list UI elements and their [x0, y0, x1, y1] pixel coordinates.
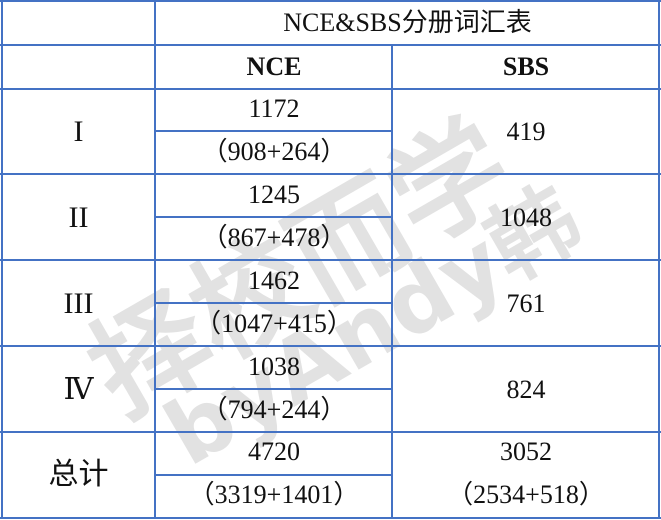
border	[0, 173, 661, 175]
border	[0, 517, 661, 519]
sbs-total: 1048	[500, 202, 552, 232]
border	[0, 259, 661, 261]
sbs-total: 419	[506, 117, 546, 147]
nce-total: 1245	[248, 179, 300, 209]
sbs-total: 824	[506, 374, 546, 404]
border	[0, 88, 661, 90]
border	[391, 44, 393, 519]
border	[658, 0, 660, 519]
sbs-total: 761	[506, 288, 546, 318]
border	[0, 345, 661, 347]
row-label: II	[68, 200, 89, 234]
border	[155, 388, 393, 390]
nce-total: 4720	[248, 437, 300, 467]
nce-breakdown: （794+244）	[201, 395, 347, 425]
border	[154, 0, 156, 519]
row-label: I	[73, 115, 84, 148]
row-label: 总计	[48, 458, 109, 491]
table-title: NCE&SBS分册词汇表	[283, 8, 532, 38]
nce-total: 1172	[248, 94, 300, 124]
border	[0, 431, 661, 433]
border	[0, 44, 661, 46]
nce-breakdown: （908+264）	[201, 137, 347, 167]
row-label: Ⅳ	[63, 372, 94, 406]
nce-breakdown: （3319+1401）	[188, 480, 360, 510]
border	[1, 0, 3, 519]
nce-breakdown: （867+478）	[201, 223, 347, 253]
sbs-total: 3052	[500, 437, 552, 467]
row-label: III	[63, 286, 94, 320]
border	[155, 216, 393, 218]
border	[155, 474, 393, 476]
column-header-nce: NCE	[246, 52, 302, 82]
nce-total: 1462	[248, 265, 300, 295]
nce-total: 1038	[248, 351, 300, 381]
sbs-breakdown: （2534+518）	[447, 480, 605, 510]
border	[155, 302, 393, 304]
column-header-sbs: SBS	[502, 52, 550, 82]
border	[0, 0, 661, 2]
border	[155, 130, 393, 132]
nce-breakdown: （1047+415）	[195, 309, 353, 339]
